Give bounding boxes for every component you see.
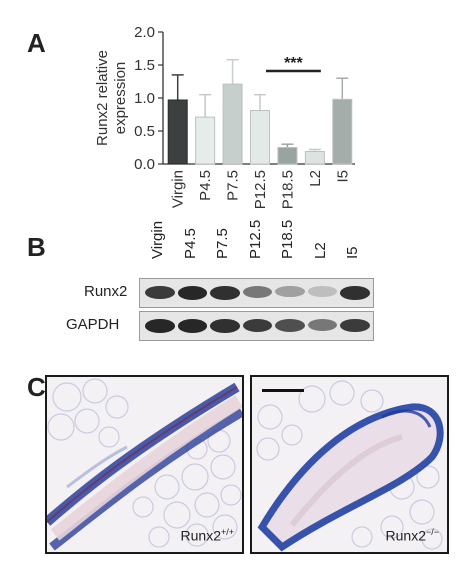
lane-label: I5	[344, 246, 362, 259]
blot-band	[307, 286, 337, 297]
blot-band	[340, 319, 370, 333]
y-tick-label: 0.5	[134, 123, 155, 140]
y-tick-label: 1.0	[134, 90, 155, 107]
lane-label: L2	[311, 242, 329, 259]
y-tick-label: 1.5	[134, 57, 155, 74]
blot-band	[307, 319, 337, 332]
bar-chart: 0.0 0.5 1.0 1.5 2.0 Runx2 relative expression V…	[94, 24, 355, 209]
panel-label-c: C	[27, 372, 46, 402]
x-tick-label: I5	[334, 170, 351, 183]
x-tick-label: P4.5	[197, 170, 214, 201]
genotype-label-knockout: Runx2−/−	[385, 527, 439, 544]
tissue-section-image	[47, 377, 242, 552]
blot-band	[242, 286, 272, 299]
bar-p7-5	[222, 83, 243, 165]
bar-i5	[332, 98, 353, 165]
lane-label: P4.5	[181, 228, 199, 259]
blot-band	[275, 286, 305, 298]
tissue-section-image	[252, 377, 447, 552]
x-tick-label: P18.5	[279, 170, 296, 209]
lane-label: P12.5	[246, 219, 264, 259]
blot-band	[340, 286, 370, 300]
micrograph-wildtype: Runx2+/+	[45, 375, 244, 554]
blot-band	[145, 319, 175, 333]
lane-label: P18.5	[279, 219, 297, 259]
blot-band	[210, 319, 240, 333]
bar-p18-5	[277, 147, 298, 165]
blot-band	[177, 319, 207, 333]
bar-p12-5	[250, 110, 270, 165]
panel-label-a: A	[27, 28, 46, 58]
y-axis-label-line: Runx2 relative	[94, 50, 111, 146]
lane-label: Virgin	[149, 220, 167, 259]
blot-band	[145, 286, 175, 300]
blot-band	[210, 286, 240, 300]
y-axis-label-line: expression	[112, 62, 129, 135]
y-axis-label: Runx2 relative expression	[94, 50, 129, 146]
blot-band	[242, 319, 272, 333]
panel-label-b: B	[27, 232, 46, 262]
genotype-label-wildtype: Runx2+/+	[180, 527, 234, 544]
x-tick-label: Virgin	[170, 170, 187, 208]
y-tick-label: 0.0	[134, 156, 155, 173]
significance-stars: ***	[284, 55, 303, 72]
y-tick-label: 2.0	[134, 24, 155, 41]
x-tick-label: P7.5	[225, 170, 242, 201]
lane-label: P7.5	[214, 228, 232, 259]
bar-p4-5	[195, 116, 216, 165]
blot-row-label: GAPDH	[66, 316, 120, 333]
x-tick-label: L2	[307, 170, 324, 187]
blot-band	[275, 319, 305, 332]
micrograph-knockout: Runx2−/−	[250, 375, 449, 554]
bar-l2	[304, 150, 325, 165]
bar-virgin	[167, 99, 188, 165]
x-tick-label: P12.5	[252, 170, 269, 209]
scale-bar	[262, 389, 304, 392]
blot-band	[177, 286, 207, 300]
blot-row-label: Runx2	[84, 283, 128, 300]
